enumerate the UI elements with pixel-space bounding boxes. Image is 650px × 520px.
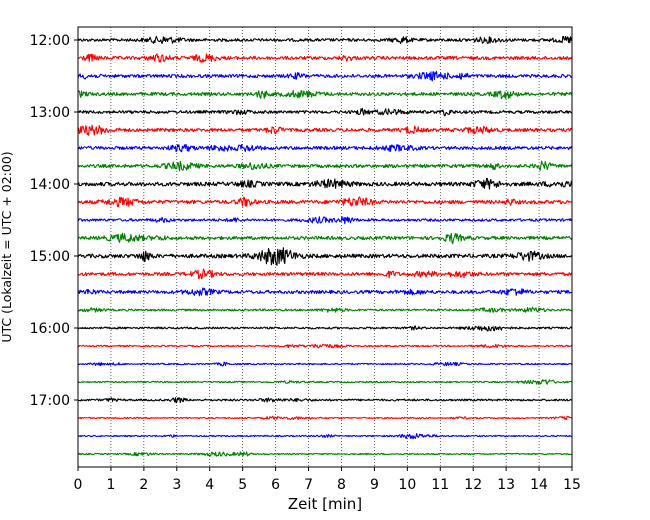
x-tick-label: 4 <box>205 477 214 493</box>
y-axis-label: UTC (Lokalzeit = UTC + 02:00) <box>0 151 14 342</box>
x-axis-label: Zeit [min] <box>288 495 362 513</box>
trace-line <box>77 53 573 63</box>
x-tick-label: 7 <box>304 477 313 493</box>
x-tick-label: 0 <box>74 477 83 493</box>
trace-line <box>77 247 573 266</box>
x-tick-label: 1 <box>106 477 115 493</box>
x-tick-label: 8 <box>337 477 346 493</box>
trace-line <box>77 415 573 421</box>
y-tick-label: 15:00 <box>30 249 70 265</box>
trace-line <box>77 232 573 245</box>
trace-line <box>77 432 573 440</box>
trace-line <box>77 143 573 153</box>
x-tick-label: 11 <box>431 477 449 493</box>
x-tick-label: 9 <box>370 477 379 493</box>
x-tick-label: 13 <box>497 477 515 493</box>
trace-group <box>77 35 573 457</box>
trace-line <box>77 268 573 280</box>
x-tick-label: 5 <box>238 477 247 493</box>
trace-line <box>77 397 573 404</box>
trace-line <box>77 70 573 82</box>
trace-line <box>77 215 573 225</box>
x-tick-label: 15 <box>563 477 581 493</box>
trace-line <box>77 124 573 136</box>
trace-line <box>77 361 573 367</box>
y-tick-label: 17:00 <box>30 393 70 409</box>
trace-line <box>77 35 573 45</box>
trace-line <box>77 379 573 385</box>
trace-line <box>77 343 573 349</box>
x-tick-label: 14 <box>530 477 548 493</box>
trace-line <box>77 107 573 117</box>
x-tick-label: 6 <box>271 477 280 493</box>
trace-line <box>77 287 573 297</box>
plot-frame <box>77 26 573 468</box>
y-tick-label: 13:00 <box>30 105 70 121</box>
x-axis: 0 1 2 3 4 5 6 7 8 9 10 11 12 13 14 15 <box>74 467 581 493</box>
y-tick-label: 14:00 <box>30 177 70 193</box>
y-axis: 12:00 13:00 14:00 15:00 16:00 17:00 <box>30 33 78 409</box>
x-tick-label: 2 <box>139 477 148 493</box>
trace-line <box>77 451 573 457</box>
y-tick-label: 12:00 <box>30 33 70 49</box>
trace-line <box>77 177 573 190</box>
trace-line <box>77 89 573 100</box>
x-tick-label: 3 <box>172 477 181 493</box>
trace-line <box>77 160 573 172</box>
x-tick-label: 12 <box>464 477 482 493</box>
trace-line <box>77 325 573 332</box>
trace-line <box>77 306 573 313</box>
x-tick-label: 10 <box>398 477 416 493</box>
trace-line <box>77 196 573 208</box>
y-tick-label: 16:00 <box>30 321 70 337</box>
